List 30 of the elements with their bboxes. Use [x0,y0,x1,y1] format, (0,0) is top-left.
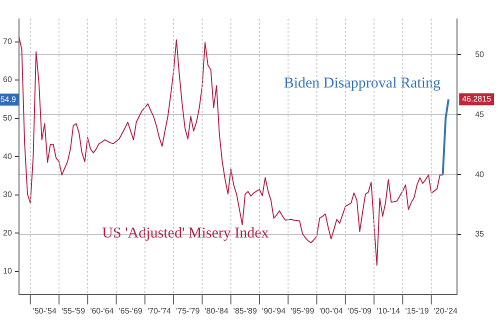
x-tick-label: '80-'84 [204,306,229,316]
y2-tick-label: 35 [475,230,485,239]
y-tick-label: 10 [2,266,12,276]
x-tick-label: '15-'19 [405,306,430,316]
x-tick-label: '00-'04 [319,306,344,316]
x-tick-label: '85-'89 [233,306,258,316]
series-label: Biden Disapproval Rating [284,76,441,92]
data-label: 46.2815 [462,94,492,104]
x-tick-label: '90-'94 [262,306,286,316]
x-tick-label: '20-'24 [434,306,458,316]
y2-tick-label: 50 [475,50,485,59]
x-tick-label: '65-'69 [118,306,143,316]
x-tick-label: '60-'64 [90,306,114,316]
y-tick-label: 60 [2,75,12,84]
x-tick-label: '55-'59 [62,306,86,316]
y-tick-label: 20 [2,228,12,238]
y-tick-label: 40 [2,152,12,161]
y-tick-label: 70 [2,36,12,46]
y-tick-label: 50 [2,114,12,123]
annotation: 54.9 [0,94,16,104]
y2-tick-label: 45 [475,110,485,119]
x-tick-label: '05-'09 [348,306,372,316]
x-tick-label: '75-'79 [176,306,200,316]
x-tick-label: '95-'99 [290,306,315,316]
y-tick-label: 30 [2,190,12,200]
series-label: US 'Adjusted' Misery Index [102,226,270,242]
x-tick-label: '50-'54 [32,306,57,316]
x-tick-label: '70-'74 [147,306,172,316]
x-tick-label: '10-'14 [376,306,401,316]
y2-tick-label: 40 [475,170,485,179]
